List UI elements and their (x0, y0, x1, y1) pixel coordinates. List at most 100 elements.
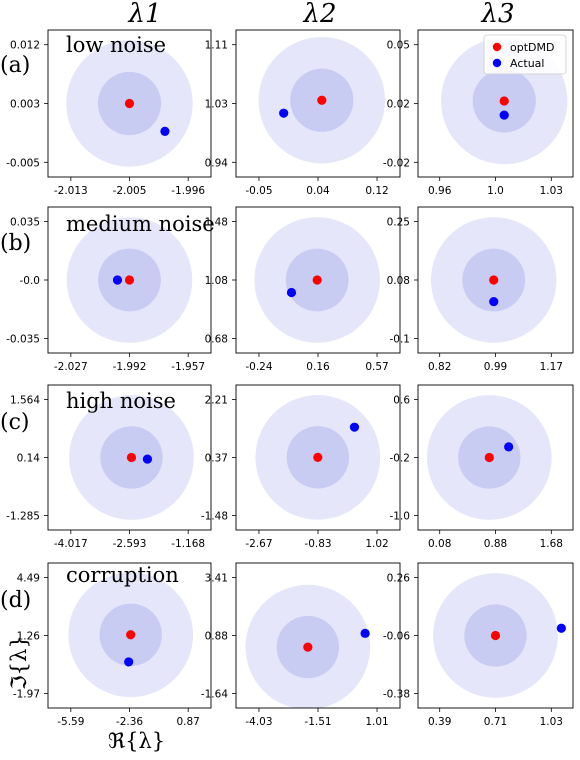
legend: optDMD Actual (483, 34, 567, 75)
y-tick-label: 1.03 (205, 99, 228, 111)
x-tick-label: -1.168 (171, 538, 205, 550)
y-tick-label: 4.49 (17, 573, 40, 585)
optdmd-point (124, 98, 135, 109)
actual-point (504, 442, 514, 452)
overlay: (a) (b) (c) (d) low noise medium noise high no… (0, 33, 567, 753)
x-tick-label: 1.03 (540, 716, 563, 728)
actual-point (112, 275, 123, 285)
row-title: corruption (66, 563, 179, 587)
actual-point (124, 657, 134, 667)
y-tick-label: -0.1 (390, 333, 411, 345)
optdmd-point (489, 275, 499, 285)
y-tick-label: 0.08 (387, 275, 410, 287)
x-tick-label: -5.59 (57, 716, 84, 728)
y-tick-label: 0.003 (10, 99, 40, 111)
row-label: (a) (0, 53, 30, 78)
x-tick-label: -2.027 (54, 361, 88, 373)
y-tick-label: -0.0 (20, 275, 41, 287)
y-tick-label: 1.48 (205, 217, 228, 229)
optdmd-point (317, 95, 327, 105)
actual-point (489, 296, 499, 307)
legend-label: optDMD (510, 41, 554, 54)
row-title: high noise (66, 389, 176, 413)
x-tick-label: -2.013 (54, 185, 88, 197)
actual-point (160, 126, 170, 137)
column-header-1: λ1 (127, 0, 161, 29)
y-tick-label: 0.26 (387, 573, 411, 585)
x-tick-label: -0.83 (304, 538, 331, 550)
y-tick-label: -0.035 (6, 333, 40, 345)
actual-point (556, 623, 566, 633)
y-tick-label: 0.05 (387, 40, 410, 52)
x-tick-label: 1.0 (487, 185, 504, 197)
actual-point (499, 110, 509, 120)
actual-point (279, 108, 289, 118)
column-header-3: λ3 (480, 0, 514, 29)
x-axis-label: ℜ{λ} (108, 729, 165, 753)
y-tick-label: 0.37 (205, 453, 228, 465)
x-tick-label: 1.01 (365, 716, 388, 728)
legend-marker (492, 42, 502, 52)
x-tick-label: 1.17 (540, 361, 563, 373)
x-tick-label: -0.24 (245, 361, 272, 373)
y-tick-label: -1.48 (201, 511, 228, 523)
x-tick-label: 1.68 (540, 538, 563, 550)
y-tick-label: -1.97 (13, 689, 40, 701)
optdmd-point (124, 275, 135, 285)
x-tick-label: -1.996 (171, 185, 205, 197)
y-tick-label: 0.25 (387, 217, 410, 229)
row-label: (c) (0, 410, 30, 435)
panel-3-0: -5.59 -2.36 0.87 4.49 1.26 -1.97 (13, 562, 212, 728)
row-label: (d) (0, 588, 31, 613)
y-tick-label: 0.012 (10, 40, 40, 52)
panel-2-1: -2.67 -0.83 1.02 2.21 0.37 -1.48 (201, 384, 401, 550)
x-tick-label: 0.87 (176, 716, 199, 728)
row-label: (b) (0, 231, 31, 256)
legend-box (483, 34, 567, 75)
y-tick-label: 0.02 (387, 99, 410, 111)
panel-1-1: -0.24 0.16 0.57 1.48 1.08 0.68 (205, 206, 401, 373)
panel-1-2: 0.82 0.99 1.17 0.25 0.08 -0.1 (387, 206, 574, 373)
actual-point (142, 454, 153, 464)
x-tick-label: -2.593 (113, 538, 147, 550)
x-tick-label: 0.82 (428, 361, 451, 373)
optdmd-point (126, 452, 137, 463)
x-tick-label: 0.96 (428, 185, 452, 197)
panel-2-0: -4.017 -2.593 -1.168 1.564 0.14 -1.285 (6, 384, 212, 550)
x-tick-label: 0.99 (484, 361, 507, 373)
optdmd-point (312, 275, 322, 285)
optdmd-point (499, 96, 509, 106)
optdmd-point (484, 452, 494, 463)
y-tick-label: 2.21 (205, 395, 228, 407)
y-tick-label: -1.0 (390, 511, 411, 523)
column-header-2: λ2 (302, 0, 336, 29)
legend-marker (492, 58, 502, 68)
row-title: medium noise (66, 212, 215, 236)
column-headers: λ1 λ2 λ3 (127, 0, 514, 29)
y-tick-label: 0.94 (205, 157, 229, 169)
optdmd-point (126, 630, 136, 640)
panels: -2.013 -2.005 -1.996 0.012 0.003 -0.005 -0.05 0… (6, 29, 574, 728)
y-tick-label: -0.38 (383, 689, 410, 701)
y-tick-label: -0.005 (6, 157, 40, 169)
optdmd-point (303, 642, 313, 652)
x-tick-label: -4.017 (54, 538, 88, 550)
x-tick-label: -4.03 (245, 716, 272, 728)
panel-2-2: 0.08 0.88 1.68 0.6 -0.2 -1.0 (390, 384, 574, 550)
y-tick-label: 0.14 (17, 453, 41, 465)
y-tick-label: 0.68 (205, 333, 228, 345)
panel-3-1: -4.03 -1.51 1.01 3.41 0.88 -1.64 (201, 562, 401, 728)
x-tick-label: -2.67 (245, 538, 272, 550)
y-tick-label: -0.02 (383, 157, 410, 169)
y-tick-label: -1.285 (6, 511, 40, 523)
x-tick-label: -1.51 (304, 716, 331, 728)
y-tick-label: 3.41 (205, 573, 228, 585)
panel-0-0: -2.013 -2.005 -1.996 0.012 0.003 -0.005 (6, 29, 212, 197)
y-axis-label: ℑ{λ} (7, 635, 31, 690)
x-tick-label: 1.02 (365, 538, 388, 550)
y-tick-label: -0.06 (383, 631, 410, 643)
y-tick-label: 0.88 (205, 631, 228, 643)
x-tick-label: 0.39 (428, 716, 451, 728)
row-title: low noise (66, 33, 166, 57)
